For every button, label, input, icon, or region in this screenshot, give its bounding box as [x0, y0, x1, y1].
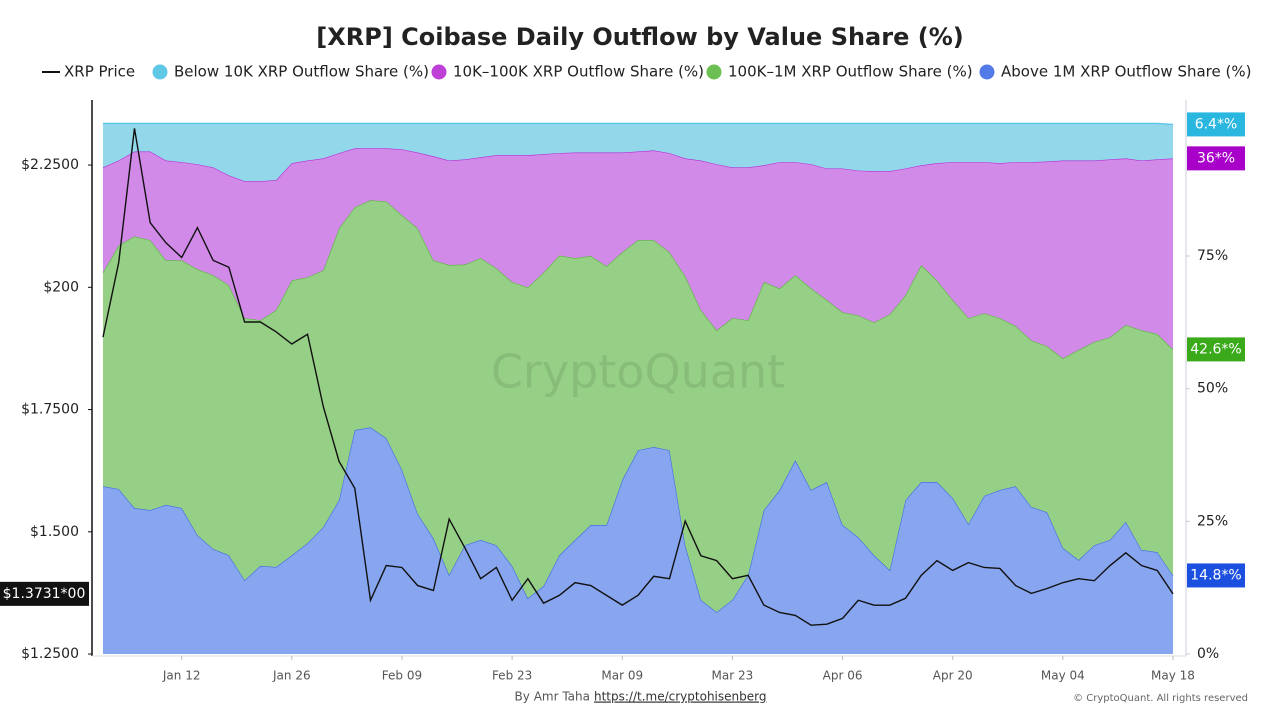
x-tick-label: Apr 06 — [823, 669, 863, 683]
value-tag — [1187, 563, 1245, 588]
x-tick-label: Apr 20 — [933, 669, 973, 683]
x-tick-label: Feb 23 — [492, 669, 532, 683]
value-tag-label: 36*% — [1197, 150, 1235, 166]
price-tag-label: $1.3731*00 — [3, 586, 86, 602]
credit: By Amr Taha — [515, 690, 590, 704]
value-tag — [1187, 146, 1245, 171]
watermark: CryptoQuant — [491, 345, 785, 399]
x-tick-label: Mar 23 — [712, 669, 754, 683]
value-tag-label: 6.4*% — [1195, 116, 1238, 132]
y2-tick-label: 25% — [1197, 513, 1228, 529]
y-tick-label: $1.2500 — [21, 646, 79, 662]
legend-swatch — [979, 64, 995, 80]
plot-area — [102, 122, 1174, 654]
x-tick-label: Feb 09 — [382, 669, 422, 683]
area — [103, 123, 1173, 182]
area-edge — [102, 147, 1174, 182]
legend-label: XRP Price — [64, 63, 135, 81]
legend-label: Above 1M XRP Outflow Share (%) — [1001, 63, 1251, 81]
y-tick-label: $1.500 — [30, 524, 79, 540]
y-tick-label: $2.2500 — [21, 157, 79, 173]
price-tag — [0, 581, 89, 606]
legend-swatch — [152, 64, 168, 80]
x-tick-label: Jan 26 — [272, 669, 311, 683]
y2-tick-label: 75% — [1197, 248, 1228, 264]
value-tag — [1187, 337, 1245, 362]
legend-label: 10K–100K XRP Outflow Share (%) — [453, 63, 704, 81]
legend-label: Below 10K XRP Outflow Share (%) — [174, 63, 429, 81]
value-tag-label: 14.8*% — [1190, 567, 1241, 583]
legend-swatch — [706, 64, 722, 80]
x-tick-label: May 04 — [1041, 669, 1085, 683]
y2-tick-label: 0% — [1197, 646, 1219, 662]
legend-label: 100K–1M XRP Outflow Share (%) — [728, 63, 973, 81]
legend-swatch — [431, 64, 447, 80]
copyright: © CryptoQuant. All rights reserved — [1073, 693, 1248, 704]
price-line — [102, 128, 1174, 626]
value-tag — [1187, 112, 1245, 137]
value-tag-label: 42.6*% — [1190, 341, 1241, 357]
y-tick-label: $200 — [43, 279, 79, 295]
area-edge — [103, 122, 1174, 126]
credit-link[interactable]: https://t.me/cryptohisenberg — [594, 690, 766, 704]
area — [103, 200, 1173, 613]
y-tick-label: $1.7500 — [21, 402, 79, 418]
area — [103, 148, 1173, 359]
x-tick-label: Mar 09 — [601, 669, 643, 683]
y2-tick-label: 50% — [1197, 381, 1228, 397]
chart-title: [XRP] Coibase Daily Outflow by Value Sha… — [316, 23, 963, 51]
x-tick-label: May 18 — [1151, 669, 1195, 683]
x-tick-label: Jan 12 — [162, 669, 201, 683]
